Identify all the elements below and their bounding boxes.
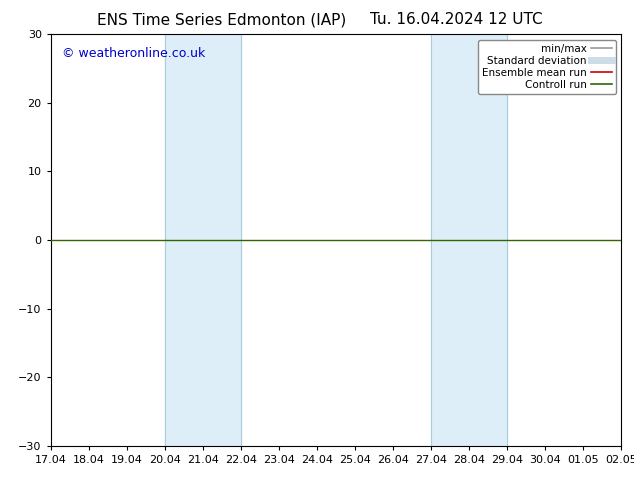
Legend: min/max, Standard deviation, Ensemble mean run, Controll run: min/max, Standard deviation, Ensemble me… <box>478 40 616 94</box>
Text: ENS Time Series Edmonton (IAP): ENS Time Series Edmonton (IAP) <box>97 12 347 27</box>
Text: Tu. 16.04.2024 12 UTC: Tu. 16.04.2024 12 UTC <box>370 12 543 27</box>
Bar <box>431 34 507 446</box>
Text: © weatheronline.co.uk: © weatheronline.co.uk <box>62 47 205 60</box>
Bar <box>165 34 241 446</box>
